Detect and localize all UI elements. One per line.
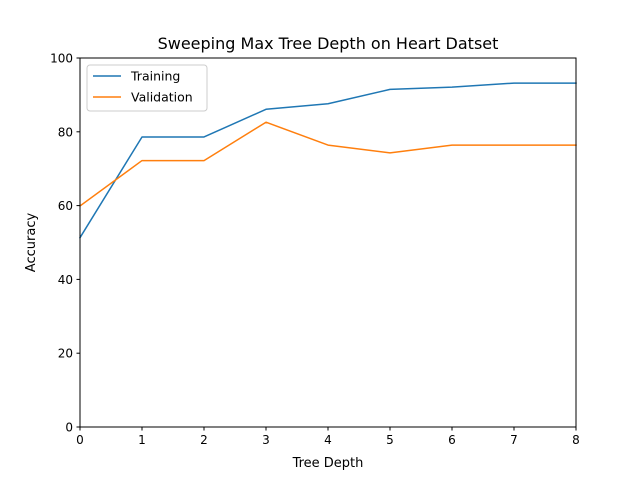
y-axis-ticks: 0 20 40 60 80 100 [50,52,80,435]
series-lines [78,82,577,239]
chart-title: Sweeping Max Tree Depth on Heart Datset [158,34,499,53]
series-line-training [78,82,577,239]
x-tick-label: 4 [324,433,332,447]
y-tick-label: 80 [58,125,73,139]
y-tick-label: 20 [58,347,73,361]
x-axis-ticks: 0 1 2 3 4 5 6 7 8 [76,427,580,447]
y-tick-label: 0 [65,421,73,435]
legend-label-training: Training [130,69,180,84]
legend-label-validation: Validation [131,90,193,105]
x-axis-label: Tree Depth [292,456,364,471]
series-line-validation [78,121,577,208]
legend: Training Validation [86,64,208,112]
x-tick-label: 6 [448,433,456,447]
x-tick-label: 2 [200,433,208,447]
y-tick-label: 60 [58,199,73,213]
y-tick-label: 40 [58,273,73,287]
x-tick-label: 8 [572,433,580,447]
y-tick-label: 100 [50,52,73,66]
y-axis-label: Accuracy [24,213,39,273]
x-tick-label: 5 [386,433,394,447]
x-tick-label: 1 [138,433,146,447]
x-tick-label: 7 [510,433,518,447]
x-tick-label: 0 [76,433,84,447]
x-tick-label: 3 [262,433,270,447]
